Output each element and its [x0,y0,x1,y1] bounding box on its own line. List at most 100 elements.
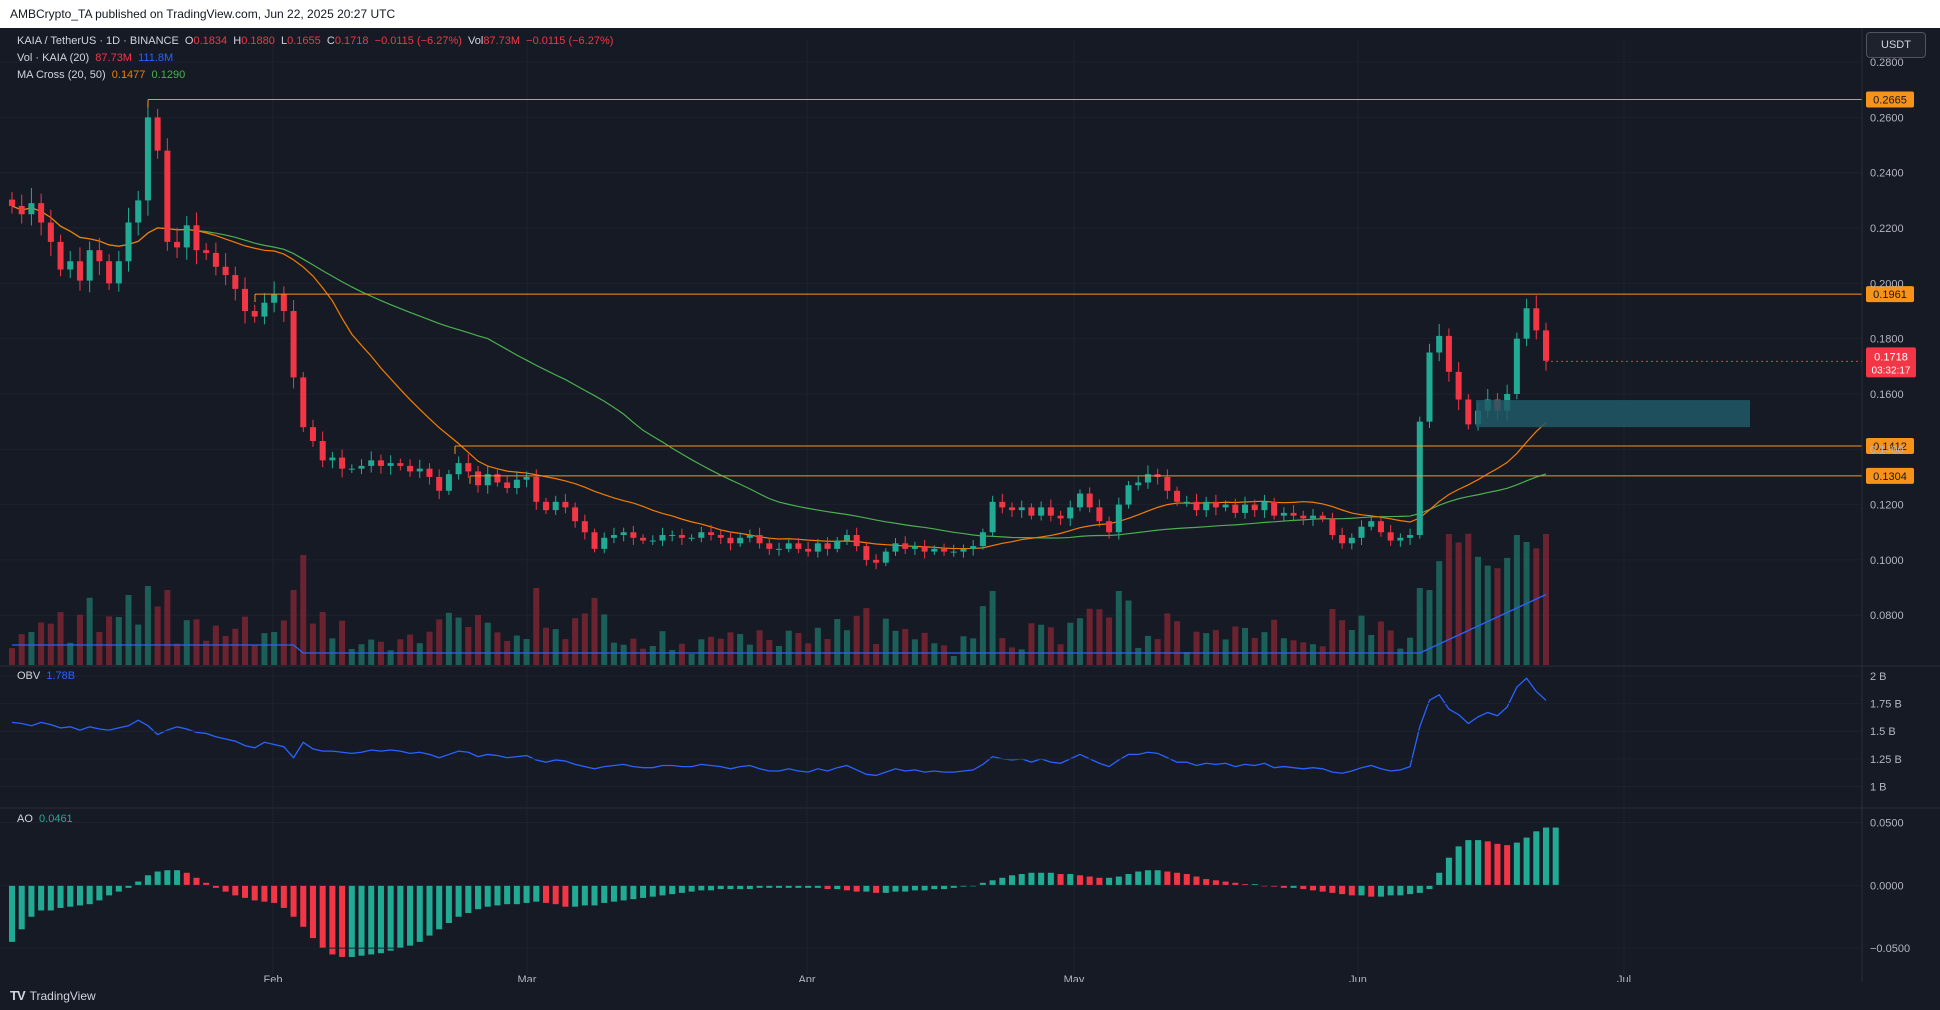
volume-bar [465,627,472,665]
volume-bar [1542,533,1550,665]
ao-bar [96,885,103,901]
level-price-tag [1866,467,1914,484]
candle-body [18,205,25,215]
volume-bar [96,632,103,665]
volume-bar [775,646,783,665]
candle-body [348,468,355,470]
ao-bar [1533,831,1540,886]
ao-bar [1164,871,1171,886]
candle-body [1144,474,1151,483]
volume-bar [144,586,151,665]
ao-bar [591,885,598,906]
legend-c-label: C [326,35,335,47]
legend-change: −0.0115 (−6.27%) [374,35,462,47]
publisher-bar: AMBCrypto_TA published on TradingView.co… [0,0,1940,28]
ao-bar [610,885,617,902]
ao-bar [1057,874,1064,886]
legend-volume-label: Vol · KAIA (20) [17,52,90,64]
ao-tick-label: −0.0500 [1870,943,1910,955]
obv-tick-label: 1 B [1870,781,1887,793]
legend-volume-v1: 87.73M [95,52,132,64]
ao-bar [1280,885,1287,888]
candle-body [882,551,889,563]
candle-body [795,543,802,549]
ao-bar [717,885,724,890]
volume-bar [1154,639,1161,665]
ao-bar [358,885,365,956]
chart-canvas[interactable]: Feb Mar Apr May Jun Jul 0.2665 0.1961 0.1412 0.13… [0,28,1940,986]
candle-body [135,200,142,223]
price-tick-label: 0.2200 [1870,223,1904,235]
volume-bar [620,644,627,665]
candle-body [164,150,171,242]
candle-body [455,463,462,475]
level-price-tag [1866,286,1914,303]
ao-bar [708,885,715,891]
ao-bar [688,885,695,892]
ao-bar [999,877,1006,886]
ao-bar [931,885,938,890]
time-tick-label: Apr [798,974,815,982]
ao-bar [1290,885,1297,888]
brand-name: TradingView [29,988,96,1003]
candle-body [513,479,520,489]
volume-bar [407,634,414,665]
ao-bar [445,885,452,924]
volume-bar [1377,621,1384,665]
candle-body [174,241,181,248]
volume-bar [1009,647,1016,665]
candle-body [1377,521,1384,533]
candle-body [960,548,967,552]
volume-bar [115,617,122,665]
ao-bar [873,885,880,893]
volume-bar [562,639,569,665]
volume-bar [387,650,394,665]
ao-bar [339,885,346,957]
candle-body [873,559,880,563]
ao-bar [300,885,307,927]
ao-bar [1183,874,1190,886]
ao-bar [368,885,375,955]
volume-bar [154,606,161,665]
candle-body [1280,512,1287,516]
brand[interactable]: TV TradingView [10,988,96,1003]
candle-body [1212,501,1219,508]
currency-button[interactable]: USDT [1866,32,1926,58]
candle-body [610,535,617,538]
volume-bar [1368,634,1375,665]
chart-frame[interactable]: Feb Mar Apr May Jun Jul 0.2665 0.1961 0.1412 0.13… [0,28,1940,986]
volume-bar [834,619,841,665]
candle-body [1261,501,1268,511]
ao-bar [1368,885,1375,897]
time-tick-label: Jul [1617,974,1631,982]
volume-bar [445,612,452,665]
volume-ma-line [12,593,1547,654]
candle-body [47,222,54,242]
volume-bar [1339,620,1346,665]
volume-bar [18,634,25,665]
candle-body [494,474,501,483]
volume-bar [1455,542,1462,665]
candle-body [640,537,647,541]
ao-bar [678,885,685,893]
ao-bar [504,885,511,905]
candle-body [1164,476,1171,491]
candle-body [261,302,268,317]
candle-body [727,537,734,544]
candle-body [86,250,93,281]
volume-bar [368,639,375,665]
volume-bar [970,638,977,665]
volume-bar [533,588,540,665]
ao-bar [329,885,336,955]
ao-bar [164,870,171,886]
volume-bar [329,638,336,665]
volume-bar [727,632,734,665]
ao-bar [28,885,35,917]
candle-body [1445,335,1452,372]
ao-bar [1009,875,1016,886]
candle-body [426,468,433,477]
candle-body [407,465,414,472]
ao-bar [775,885,783,888]
volume-bar [397,639,404,665]
volume-bar [717,638,724,665]
